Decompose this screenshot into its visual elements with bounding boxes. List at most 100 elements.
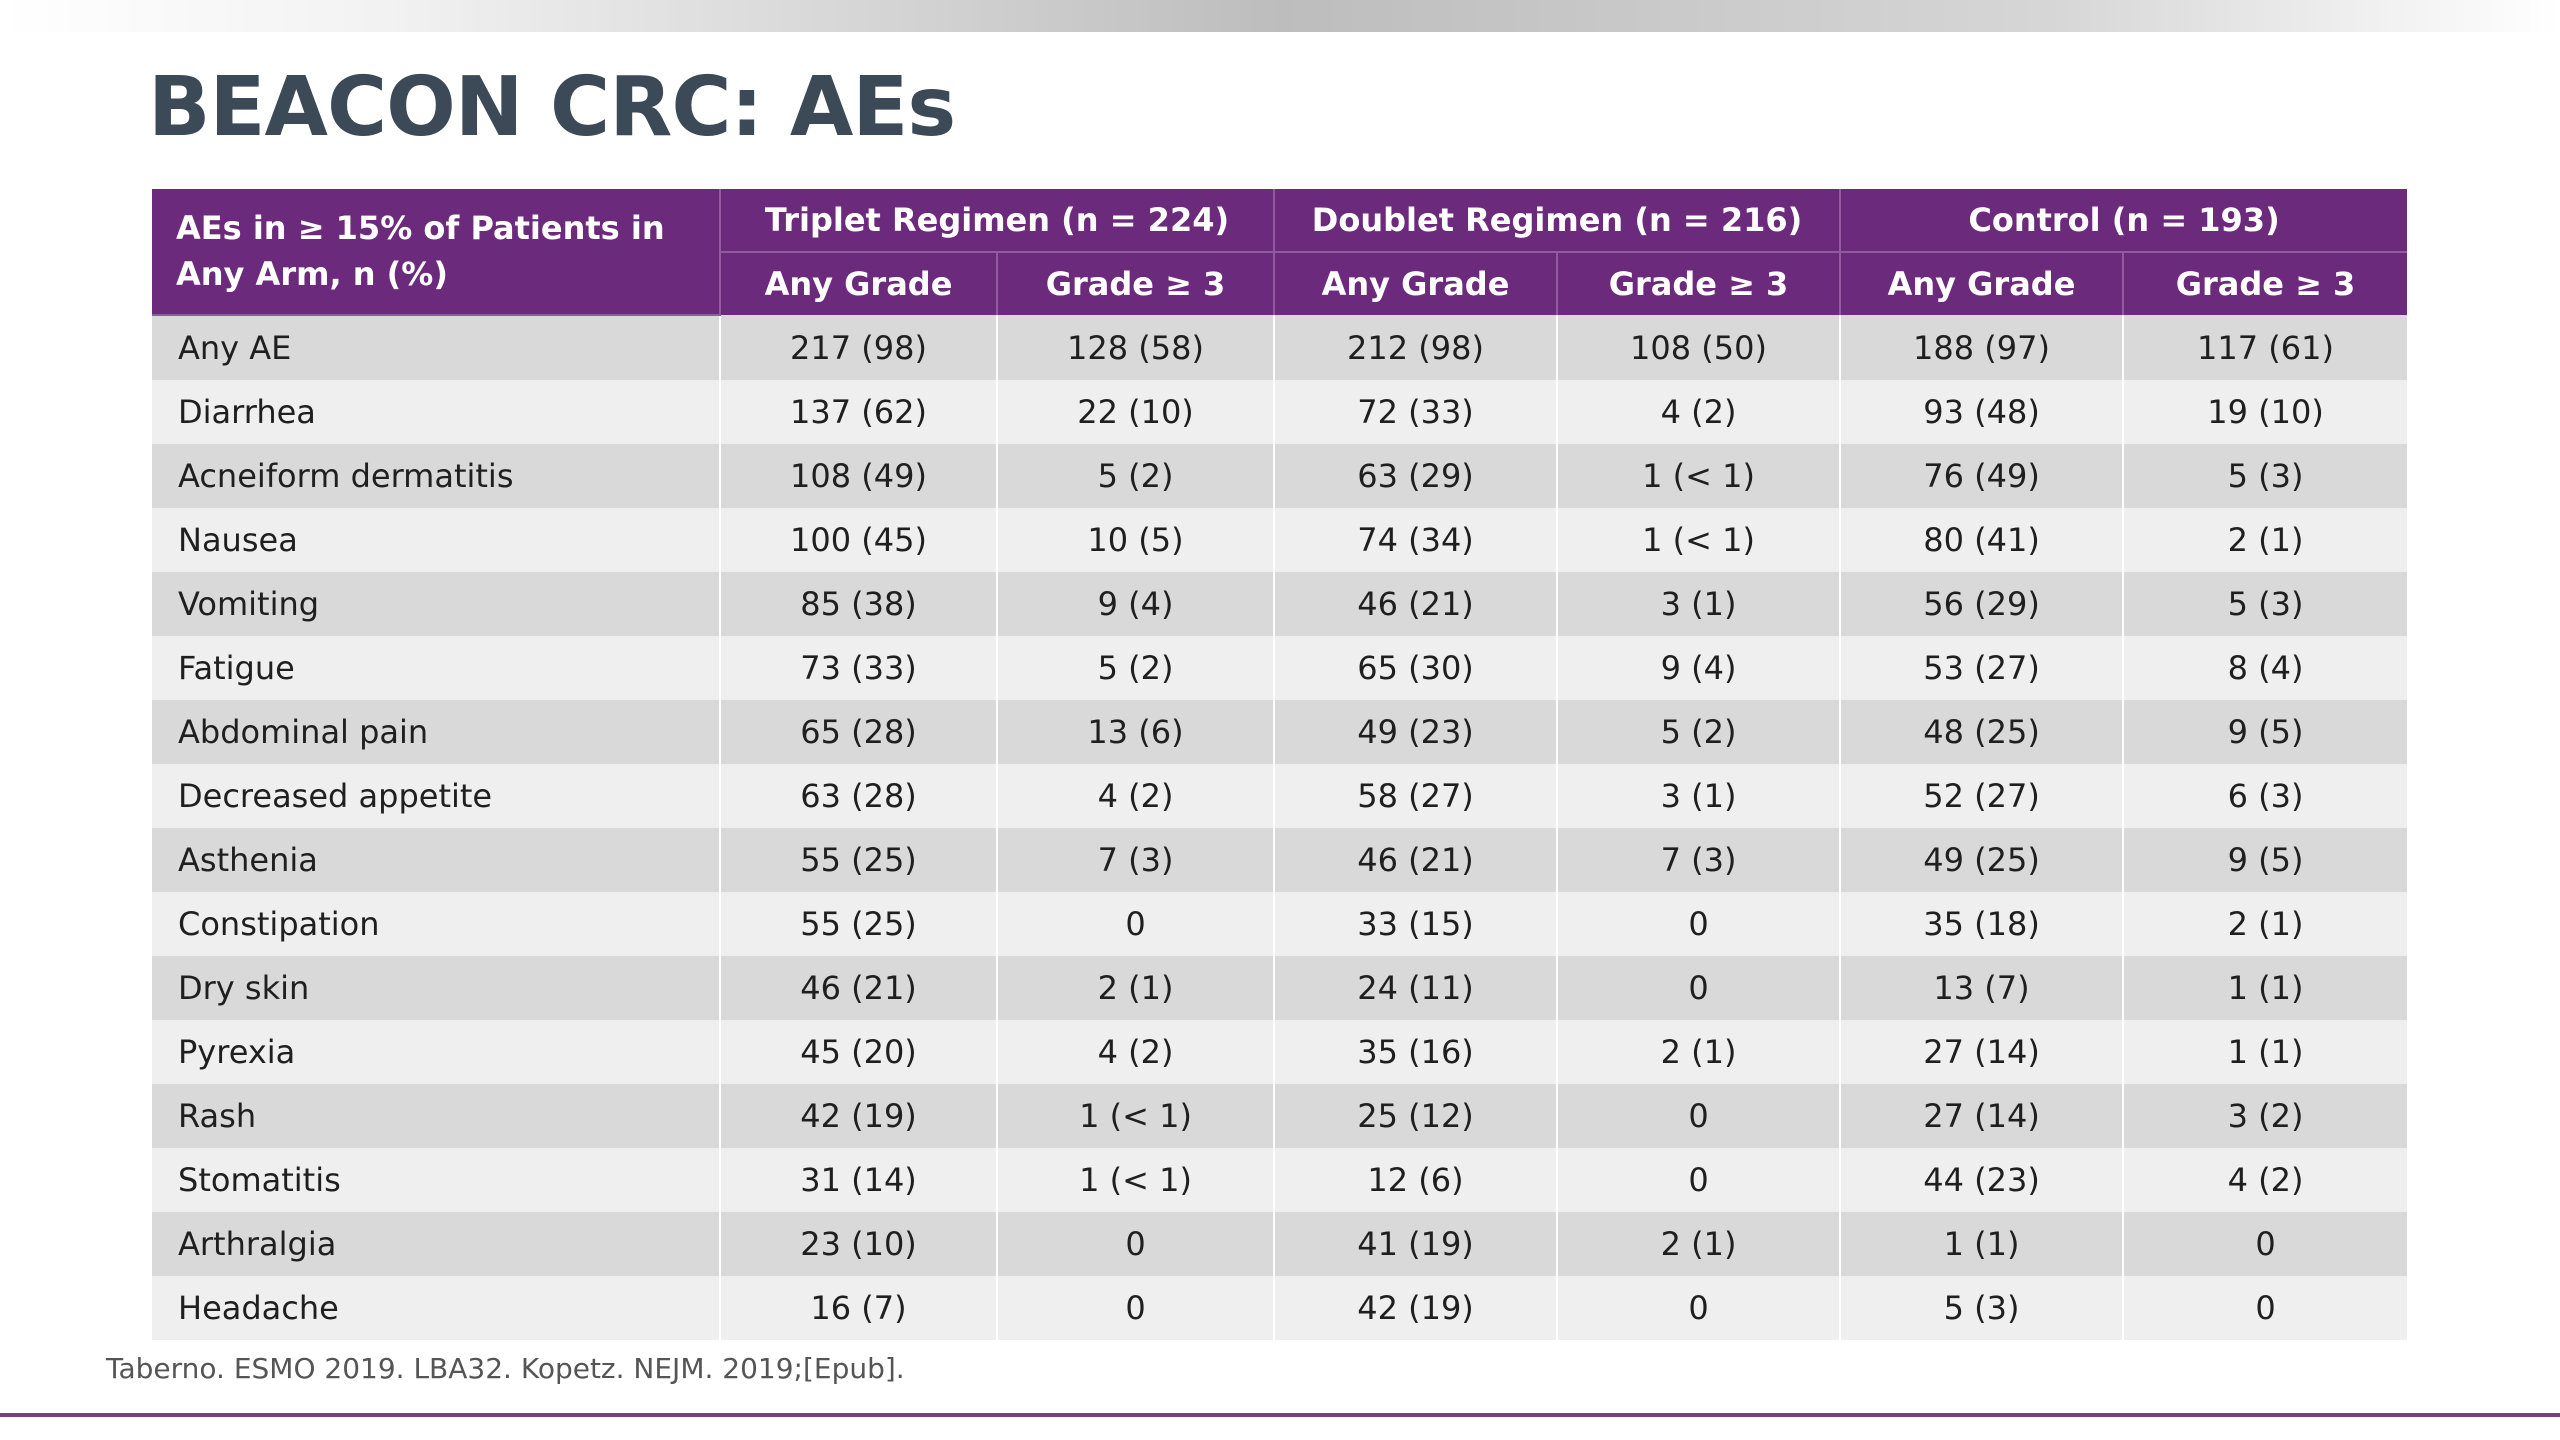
value-cell: 0 [2122,1276,2408,1340]
value-cell: 52 (27) [1839,764,2124,828]
value-cell: 117 (61) [2122,315,2408,380]
subheader-doublet-grade3: Grade ≥ 3 [1555,252,1841,315]
value-cell: 27 (14) [1839,1084,2124,1148]
value-cell: 27 (14) [1839,1020,2124,1084]
table-row: Constipation 55 (25) 0 33 (15) 0 35 (18)… [152,892,2408,956]
value-cell: 35 (18) [1839,892,2124,956]
table-row: Diarrhea 137 (62) 22 (10) 72 (33) 4 (2) … [152,380,2408,444]
value-cell: 16 (7) [719,1276,997,1340]
value-cell: 33 (15) [1273,892,1557,956]
subheader-control-any-grade: Any Grade [1839,252,2124,315]
value-cell: 80 (41) [1839,508,2124,572]
value-cell: 10 (5) [996,508,1274,572]
table-row: Asthenia 55 (25) 7 (3) 46 (21) 7 (3) 49 … [152,828,2408,892]
group-header-control: Control (n = 193) [1839,189,2408,253]
ae-name-cell: Dry skin [152,956,720,1020]
value-cell: 85 (38) [719,572,997,636]
value-cell: 25 (12) [1273,1084,1557,1148]
value-cell: 13 (6) [996,700,1274,764]
value-cell: 0 [1555,892,1841,956]
value-cell: 4 (2) [996,764,1274,828]
ae-name-cell: Any AE [152,315,720,380]
value-cell: 0 [2122,1212,2408,1276]
value-cell: 2 (1) [1555,1020,1841,1084]
value-cell: 2 (1) [2122,508,2408,572]
value-cell: 9 (4) [1555,636,1841,700]
value-cell: 0 [996,892,1274,956]
value-cell: 7 (3) [996,828,1274,892]
ae-name-cell: Arthralgia [152,1212,720,1276]
value-cell: 1 (< 1) [996,1148,1274,1212]
value-cell: 24 (11) [1273,956,1557,1020]
ae-name-cell: Stomatitis [152,1148,720,1212]
value-cell: 1 (< 1) [1555,508,1841,572]
value-cell: 0 [1555,1276,1841,1340]
value-cell: 55 (25) [719,828,997,892]
subheader-doublet-any-grade: Any Grade [1273,252,1557,315]
value-cell: 45 (20) [719,1020,997,1084]
value-cell: 22 (10) [996,380,1274,444]
value-cell: 46 (21) [1273,572,1557,636]
ae-name-cell: Acneiform dermatitis [152,444,720,508]
subheader-triplet-grade3: Grade ≥ 3 [996,252,1274,315]
value-cell: 5 (3) [2122,444,2408,508]
value-cell: 7 (3) [1555,828,1841,892]
value-cell: 108 (50) [1555,315,1841,380]
subheader-triplet-any-grade: Any Grade [719,252,997,315]
ae-name-cell: Diarrhea [152,380,720,444]
ae-name-cell: Constipation [152,892,720,956]
value-cell: 188 (97) [1839,315,2124,380]
value-cell: 73 (33) [719,636,997,700]
value-cell: 0 [1555,1148,1841,1212]
value-cell: 44 (23) [1839,1148,2124,1212]
table-row: Nausea 100 (45) 10 (5) 74 (34) 1 (< 1) 8… [152,508,2408,572]
table-row: Decreased appetite 63 (28) 4 (2) 58 (27)… [152,764,2408,828]
value-cell: 55 (25) [719,892,997,956]
table-row: Abdominal pain 65 (28) 13 (6) 49 (23) 5 … [152,700,2408,764]
value-cell: 58 (27) [1273,764,1557,828]
value-cell: 23 (10) [719,1212,997,1276]
value-cell: 12 (6) [1273,1148,1557,1212]
value-cell: 6 (3) [2122,764,2408,828]
ae-name-cell: Vomiting [152,572,720,636]
value-cell: 0 [1555,956,1841,1020]
value-cell: 3 (1) [1555,572,1841,636]
value-cell: 76 (49) [1839,444,2124,508]
value-cell: 63 (28) [719,764,997,828]
value-cell: 1 (< 1) [996,1084,1274,1148]
value-cell: 13 (7) [1839,956,2124,1020]
value-cell: 4 (2) [996,1020,1274,1084]
value-cell: 74 (34) [1273,508,1557,572]
top-gradient-bar [0,0,2560,32]
slide-title: BEACON CRC: AEs [148,60,956,155]
ae-name-cell: Decreased appetite [152,764,720,828]
value-cell: 9 (5) [2122,700,2408,764]
value-cell: 1 (1) [2122,956,2408,1020]
value-cell: 3 (2) [2122,1084,2408,1148]
value-cell: 1 (1) [1839,1212,2124,1276]
value-cell: 5 (2) [1555,700,1841,764]
ae-name-cell: Nausea [152,508,720,572]
value-cell: 49 (23) [1273,700,1557,764]
table-row: Vomiting 85 (38) 9 (4) 46 (21) 3 (1) 56 … [152,572,2408,636]
value-cell: 4 (2) [1555,380,1841,444]
ae-name-cell: Fatigue [152,636,720,700]
corner-header: AEs in ≥ 15% of Patients in Any Arm, n (… [152,189,720,316]
table-row: Dry skin 46 (21) 2 (1) 24 (11) 0 13 (7) … [152,956,2408,1020]
value-cell: 65 (28) [719,700,997,764]
value-cell: 9 (5) [2122,828,2408,892]
value-cell: 48 (25) [1839,700,2124,764]
value-cell: 1 (< 1) [1555,444,1841,508]
value-cell: 56 (29) [1839,572,2124,636]
value-cell: 5 (3) [2122,572,2408,636]
value-cell: 0 [996,1276,1274,1340]
value-cell: 3 (1) [1555,764,1841,828]
table-row: Fatigue 73 (33) 5 (2) 65 (30) 9 (4) 53 (… [152,636,2408,700]
value-cell: 19 (10) [2122,380,2408,444]
table-row: Pyrexia 45 (20) 4 (2) 35 (16) 2 (1) 27 (… [152,1020,2408,1084]
value-cell: 49 (25) [1839,828,2124,892]
adverse-events-table: AEs in ≥ 15% of Patients in Any Arm, n (… [152,189,2408,1340]
value-cell: 63 (29) [1273,444,1557,508]
value-cell: 2 (1) [1555,1212,1841,1276]
value-cell: 72 (33) [1273,380,1557,444]
